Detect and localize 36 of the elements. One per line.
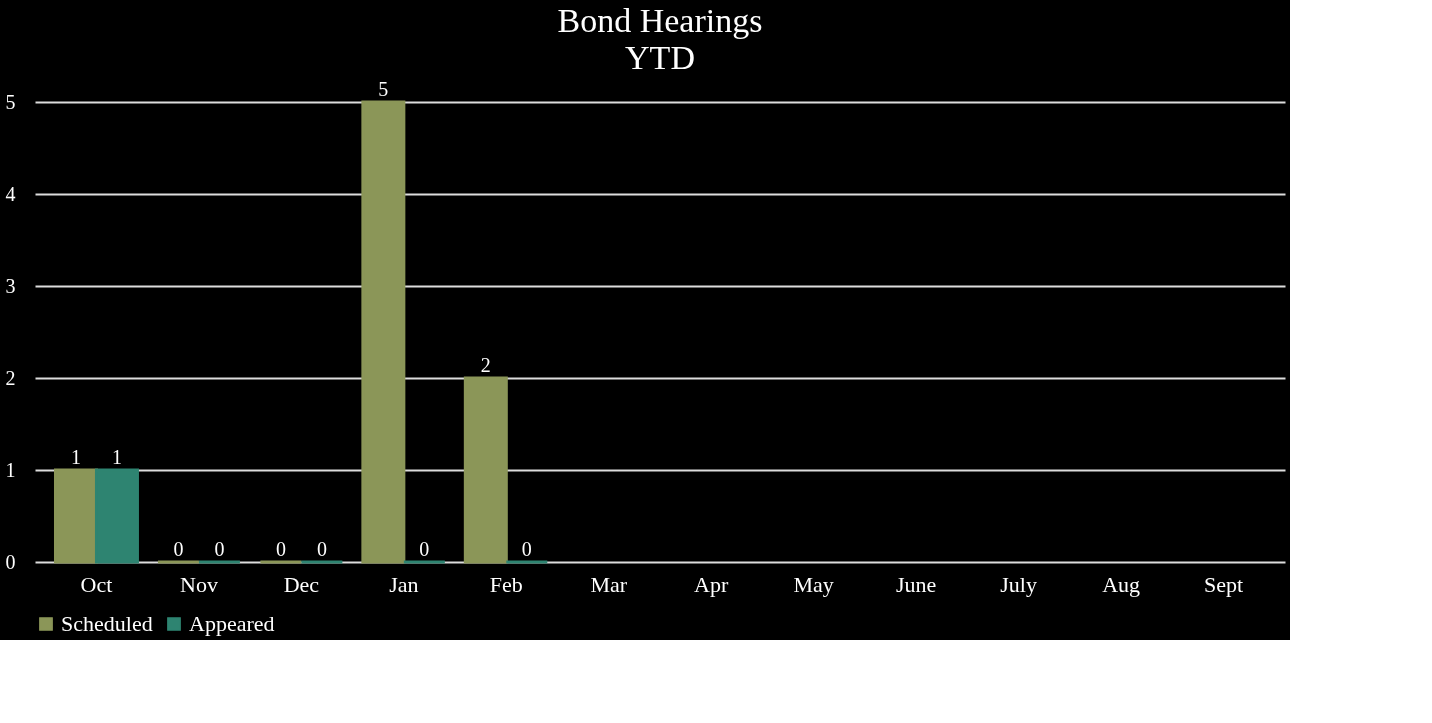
bar — [94, 468, 139, 564]
bar — [463, 376, 508, 564]
data-label: 1 — [70, 446, 81, 468]
legend-label: Appeared — [189, 611, 275, 636]
x-tick-label: Jan — [389, 571, 419, 597]
x-tick-label: June — [895, 571, 937, 597]
chart-title: Bond Hearings — [557, 2, 763, 39]
data-label: 0 — [316, 538, 327, 560]
data-label: 0 — [419, 538, 430, 560]
legend-label: Scheduled — [61, 611, 153, 636]
data-label: 0 — [214, 538, 225, 560]
x-tick-label: May — [793, 571, 834, 597]
y-tick-label: 2 — [5, 366, 16, 389]
data-label: 5 — [378, 78, 389, 100]
x-tick-label: July — [1000, 571, 1037, 597]
x-tick-label: Mar — [590, 571, 628, 597]
x-tick-label: Nov — [179, 571, 218, 597]
data-label: 2 — [480, 354, 491, 376]
bar — [53, 468, 98, 564]
data-label: 1 — [111, 446, 122, 468]
y-tick-label: 3 — [5, 274, 16, 297]
data-label: 0 — [275, 538, 286, 560]
y-tick-label: 0 — [5, 550, 16, 573]
x-tick-label: Dec — [283, 571, 320, 597]
chart-subtitle: YTD — [625, 39, 695, 76]
x-tick-label: Apr — [694, 571, 730, 597]
data-label: 0 — [521, 538, 532, 560]
bar — [361, 100, 406, 564]
x-tick-label: Sept — [1203, 571, 1244, 597]
x-tick-label: Aug — [1102, 571, 1141, 597]
x-tick-label: Oct — [80, 571, 113, 597]
y-tick-label: 5 — [5, 90, 16, 113]
data-label: 0 — [173, 538, 184, 560]
y-tick-label: 1 — [5, 458, 16, 481]
y-tick-label: 4 — [5, 182, 16, 205]
x-tick-label: Feb — [489, 571, 523, 597]
